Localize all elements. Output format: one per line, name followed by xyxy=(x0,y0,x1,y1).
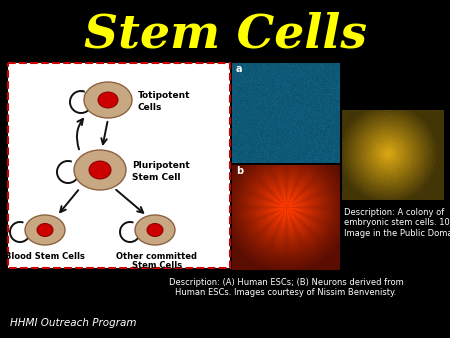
Ellipse shape xyxy=(135,215,175,245)
Ellipse shape xyxy=(25,215,65,245)
Bar xyxy=(8,63,230,268)
Text: Description: (A) Human ESCs; (B) Neurons derived from
Human ESCs. Images courtes: Description: (A) Human ESCs; (B) Neurons… xyxy=(169,278,403,297)
Text: Stem Cells: Stem Cells xyxy=(84,12,366,58)
Text: b: b xyxy=(236,166,243,176)
Text: Stem Cell: Stem Cell xyxy=(132,173,180,183)
Text: Totipotent: Totipotent xyxy=(138,92,190,100)
Ellipse shape xyxy=(84,82,132,118)
Text: a: a xyxy=(236,64,243,74)
Text: Stem Cells: Stem Cells xyxy=(132,261,182,270)
Text: Description: A colony of
embryonic stem cells. 10X.
Image in the Public Domain.: Description: A colony of embryonic stem … xyxy=(344,208,450,238)
Ellipse shape xyxy=(147,223,163,237)
Text: Blood Stem Cells: Blood Stem Cells xyxy=(5,252,85,261)
Ellipse shape xyxy=(37,223,53,237)
Ellipse shape xyxy=(89,161,111,179)
Text: Pluripotent: Pluripotent xyxy=(132,162,190,170)
Text: Cells: Cells xyxy=(138,103,162,113)
Text: HHMI Outreach Program: HHMI Outreach Program xyxy=(10,318,136,328)
Ellipse shape xyxy=(98,92,118,108)
Text: Other committed: Other committed xyxy=(117,252,198,261)
Ellipse shape xyxy=(74,150,126,190)
